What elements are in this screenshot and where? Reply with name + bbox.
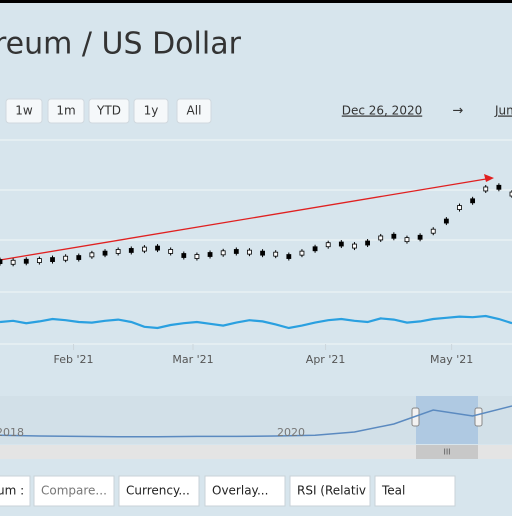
candle (457, 205, 462, 210)
range-button[interactable] (133, 98, 169, 124)
candle (483, 186, 489, 192)
navigator-handle[interactable] (474, 407, 483, 427)
candle (115, 249, 121, 254)
toolbar-field-label[interactable]: RSI (Relativ (297, 484, 366, 498)
candle (273, 251, 279, 257)
candle (312, 246, 318, 252)
range-button-label[interactable]: 1w (15, 104, 33, 118)
range-button-label[interactable]: 1y (144, 104, 159, 118)
scrollbar[interactable] (0, 445, 512, 459)
navigator-selection[interactable] (416, 396, 478, 444)
range-button[interactable] (47, 98, 85, 124)
candle (168, 249, 174, 254)
chart-title: reum / US Dollar (0, 27, 242, 62)
candle (352, 243, 357, 249)
candle (0, 259, 3, 265)
toolbar-field-label[interactable]: Compare... (41, 484, 107, 498)
range-button-label[interactable]: All (187, 104, 202, 118)
x-tick-label: Apr '21 (306, 353, 346, 366)
range-button-label[interactable]: YTD (96, 104, 121, 118)
candle (470, 198, 476, 204)
candle (233, 249, 239, 254)
candle (260, 250, 265, 256)
candle (509, 191, 512, 197)
toolbar-field[interactable] (289, 475, 371, 507)
candle (286, 254, 292, 259)
candle (89, 252, 95, 258)
candle (299, 250, 305, 256)
navigator-label: 2020 (277, 426, 305, 439)
candle (365, 240, 370, 246)
candle (325, 242, 331, 248)
candle (194, 254, 200, 259)
candle (496, 184, 502, 190)
candle (378, 235, 384, 241)
trend-line (0, 178, 487, 261)
x-tick-label: Feb '21 (54, 353, 94, 366)
candle (338, 241, 344, 247)
date-to[interactable]: Jun (494, 104, 512, 118)
candle (404, 237, 410, 243)
candle (128, 248, 134, 253)
navigator-label: 2018 (0, 426, 24, 439)
rsi-line (0, 314, 512, 330)
range-button-label[interactable]: 1m (56, 104, 75, 118)
range-button[interactable] (176, 98, 212, 124)
x-tick-label: Mar '21 (172, 353, 213, 366)
grid (0, 139, 512, 345)
candle (50, 257, 55, 262)
candle (443, 218, 449, 224)
toolbar-field-label[interactable]: Currency... (126, 484, 190, 498)
x-tick-label: May '21 (430, 353, 473, 366)
candle (10, 259, 16, 265)
toolbar-field-label[interactable]: Teal (381, 484, 405, 498)
date-arrow: → (453, 104, 464, 119)
candle (36, 258, 42, 263)
toolbar-field-label[interactable]: um : (0, 484, 24, 498)
toolbar-field[interactable] (33, 475, 115, 507)
top-border (0, 0, 512, 3)
candle (102, 250, 108, 256)
toolbar-field[interactable] (374, 475, 456, 507)
trend-arrowhead (484, 174, 494, 182)
scrollbar-thumb[interactable] (416, 445, 478, 459)
candle (430, 228, 436, 234)
candle (207, 252, 213, 257)
candle (181, 253, 187, 258)
navigator-line (0, 405, 512, 438)
range-selector: 1w 1m YTD 1y All (5, 98, 212, 124)
candle (23, 258, 29, 264)
candle (391, 233, 397, 239)
toolbar-field-label[interactable]: Overlay... (212, 484, 268, 498)
toolbar-field[interactable] (118, 475, 200, 507)
toolbar-field[interactable] (0, 475, 31, 507)
range-button[interactable] (88, 98, 130, 124)
candle (417, 234, 423, 240)
toolbar: um : Compare... Currency... Overlay... RSI (… (0, 475, 456, 507)
range-button[interactable] (5, 98, 43, 124)
candle (155, 245, 160, 251)
candle (247, 249, 252, 255)
candle (76, 255, 82, 260)
candle (142, 246, 147, 252)
candle (63, 255, 69, 261)
date-from[interactable]: Dec 26, 2020 (342, 104, 422, 118)
toolbar-field[interactable] (204, 475, 286, 507)
candle (220, 250, 226, 256)
scrollbar-grip: III (443, 448, 450, 457)
